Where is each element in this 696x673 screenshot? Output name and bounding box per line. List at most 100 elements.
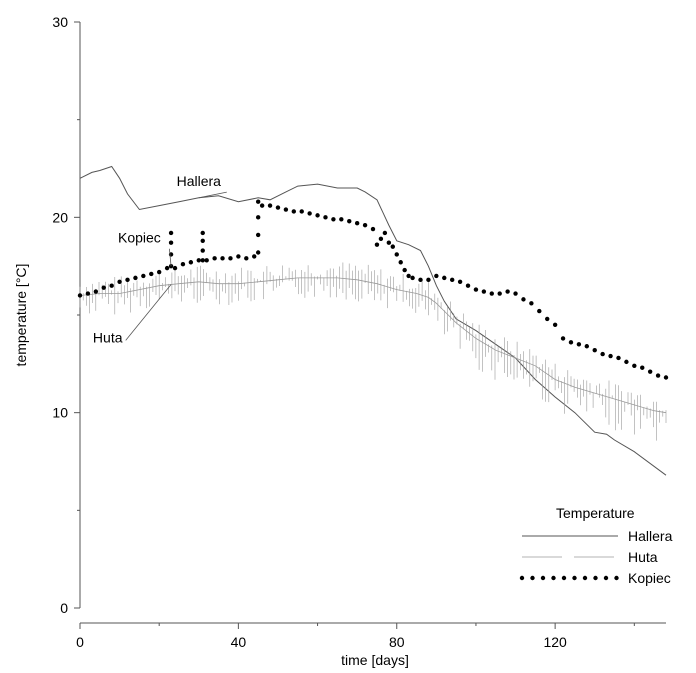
legend-item-kopiec: Kopiec bbox=[519, 570, 671, 586]
y-axis-title: temperature [°C] bbox=[13, 264, 29, 367]
series-kopiec-point bbox=[545, 316, 550, 322]
series-kopiec-point bbox=[168, 230, 174, 236]
series-kopiec-point bbox=[252, 254, 257, 259]
annotation-kopiec: Kopiec bbox=[118, 230, 161, 246]
series-kopiec-point bbox=[236, 254, 241, 259]
series-kopiec-point bbox=[489, 291, 494, 296]
series-kopiec-point bbox=[101, 285, 106, 290]
series-kopiec-point bbox=[196, 258, 201, 263]
series-kopiec-point bbox=[616, 355, 621, 361]
series-kopiec-point bbox=[255, 215, 261, 220]
series-kopiec-point bbox=[307, 211, 312, 216]
series-kopiec-point bbox=[259, 203, 265, 208]
series-kopiec-point bbox=[370, 226, 376, 232]
series-kopiec-point bbox=[141, 273, 146, 279]
series-kopiec-point bbox=[244, 256, 249, 261]
series-kopiec-point bbox=[434, 273, 439, 279]
series-huta bbox=[79, 262, 667, 441]
series-kopiec-point bbox=[117, 279, 122, 284]
legend-swatch-kopiec bbox=[540, 575, 546, 581]
annotation-hallera-leader bbox=[198, 191, 227, 199]
legend-label-hallera: Hallera bbox=[628, 528, 673, 544]
x-tick-label: 0 bbox=[76, 634, 84, 650]
series-kopiec-point bbox=[624, 359, 629, 365]
series-kopiec-point bbox=[647, 369, 653, 374]
legend-swatch-kopiec bbox=[582, 575, 588, 581]
x-tick-label: 120 bbox=[543, 634, 567, 650]
series-kopiec-point bbox=[457, 279, 463, 284]
series-kopiec-point bbox=[560, 336, 566, 341]
annotation-kopiec-leader bbox=[168, 248, 172, 267]
legend-label-huta: Huta bbox=[628, 549, 658, 565]
legend-swatch-kopiec bbox=[551, 575, 556, 581]
series-kopiec-point bbox=[228, 256, 233, 261]
series-kopiec-point bbox=[442, 275, 447, 281]
series-kopiec-point bbox=[426, 277, 431, 283]
legend-swatch-kopiec bbox=[614, 575, 619, 581]
series-kopiec-point bbox=[600, 351, 605, 357]
series-kopiec-point bbox=[255, 199, 261, 204]
series-kopiec-point bbox=[200, 238, 205, 243]
series-kopiec-point bbox=[632, 363, 637, 368]
series-kopiec-point bbox=[382, 230, 388, 236]
series-kopiec-point bbox=[220, 256, 225, 261]
axes bbox=[79, 22, 666, 624]
series-kopiec-point bbox=[200, 248, 205, 253]
series-kopiec-point bbox=[339, 217, 344, 222]
series-kopiec-point bbox=[640, 365, 645, 370]
series-kopiec-point bbox=[200, 230, 205, 236]
series-kopiec-point bbox=[168, 240, 174, 245]
legend-title: Temperature bbox=[556, 505, 635, 521]
series-kopiec-point bbox=[481, 289, 487, 294]
series-kopiec-point bbox=[283, 207, 289, 212]
series-kopiec-point bbox=[77, 293, 83, 298]
series-kopiec-point bbox=[449, 277, 455, 283]
series-kopiec-point bbox=[204, 258, 209, 263]
series-kopiec-point bbox=[465, 283, 471, 288]
series-kopiec-point bbox=[109, 283, 114, 288]
annotation-layer: Hallera Kopiec Huta bbox=[93, 173, 227, 345]
series-kopiec-point bbox=[584, 344, 590, 349]
series-kopiec-point bbox=[125, 277, 130, 283]
series-kopiec-point bbox=[537, 308, 542, 314]
series-kopiec-point bbox=[497, 291, 502, 296]
series-kopiec-point bbox=[390, 244, 395, 249]
series-kopiec-point bbox=[473, 287, 479, 292]
series-kopiec-point bbox=[362, 222, 368, 228]
legend-swatch-kopiec bbox=[530, 575, 535, 581]
x-tick-label: 80 bbox=[389, 634, 405, 650]
series-kopiec-point bbox=[85, 291, 91, 296]
series-kopiec-point bbox=[513, 291, 518, 296]
series-kopiec-point bbox=[299, 209, 304, 214]
series-kopiec-point bbox=[663, 375, 669, 380]
series-kopiec-point bbox=[267, 203, 273, 208]
series-kopiec-point bbox=[149, 271, 154, 277]
series-kopiec-point bbox=[164, 265, 170, 271]
series-kopiec-point bbox=[291, 209, 297, 214]
legend-swatch-kopiec bbox=[561, 575, 567, 581]
series-kopiec-point bbox=[374, 242, 380, 247]
series-layer bbox=[77, 165, 669, 476]
y-tick-label: 0 bbox=[60, 600, 68, 616]
series-kopiec-point bbox=[418, 277, 423, 283]
series-kopiec-point bbox=[156, 269, 162, 275]
series-kopiec-point bbox=[402, 267, 407, 273]
series-kopiec-point bbox=[315, 213, 320, 218]
series-kopiec-point bbox=[331, 217, 336, 222]
series-kopiec-point bbox=[386, 240, 392, 245]
series-kopiec-point bbox=[133, 275, 138, 281]
legend-items: Hallera Huta Kopiec bbox=[519, 528, 673, 586]
series-kopiec-point bbox=[378, 236, 384, 242]
series-kopiec-point bbox=[347, 219, 352, 224]
series-kopiec-point bbox=[394, 252, 399, 257]
series-kopiec-point bbox=[255, 250, 261, 255]
series-kopiec-point bbox=[521, 297, 526, 302]
series-kopiec-point bbox=[275, 205, 281, 210]
series-kopiec-point bbox=[568, 340, 574, 345]
legend: Temperature Hallera Huta Kopiec bbox=[519, 505, 673, 586]
legend-label-kopiec: Kopiec bbox=[628, 570, 671, 586]
y-ticks: 0 10 20 30 bbox=[52, 14, 80, 616]
annotation-huta-leader bbox=[125, 284, 172, 341]
series-kopiec-point bbox=[592, 347, 597, 353]
x-tick-label: 40 bbox=[231, 634, 247, 650]
